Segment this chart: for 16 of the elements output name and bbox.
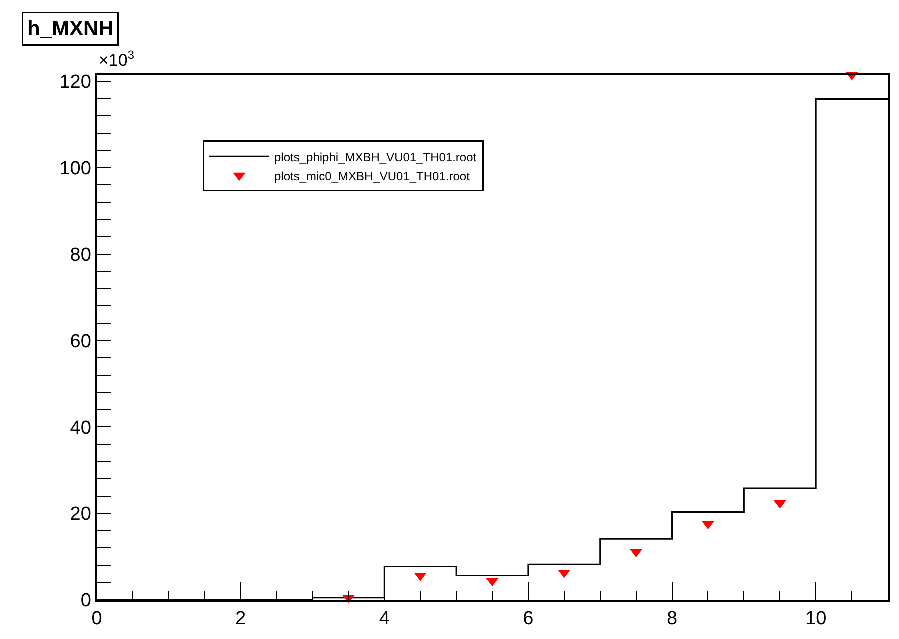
chart-title: h_MXNH bbox=[28, 18, 114, 40]
y-tick-label: 20 bbox=[70, 504, 92, 526]
x-tick-label: 8 bbox=[666, 608, 678, 630]
x-tick-label: 10 bbox=[806, 608, 827, 630]
y-tick-label: 100 bbox=[60, 158, 92, 180]
y-tick-label: 0 bbox=[80, 590, 92, 612]
x-tick-label: 4 bbox=[379, 608, 390, 630]
y-tick-label: 80 bbox=[70, 244, 92, 266]
x-tick-label: 2 bbox=[236, 608, 246, 630]
legend-label: plots_phiphi_MXBH_VU01_TH01.root bbox=[274, 150, 478, 164]
y-tick-label: 120 bbox=[60, 72, 92, 94]
y-tick-label: 60 bbox=[70, 331, 92, 352]
y-tick-label: 40 bbox=[70, 418, 92, 439]
x-tick-label: 6 bbox=[523, 608, 534, 630]
legend-label: plots_mic0_MXBH_VU01_TH01.root bbox=[274, 169, 471, 184]
text: ×10$^{3}$ bbox=[99, 48, 135, 70]
